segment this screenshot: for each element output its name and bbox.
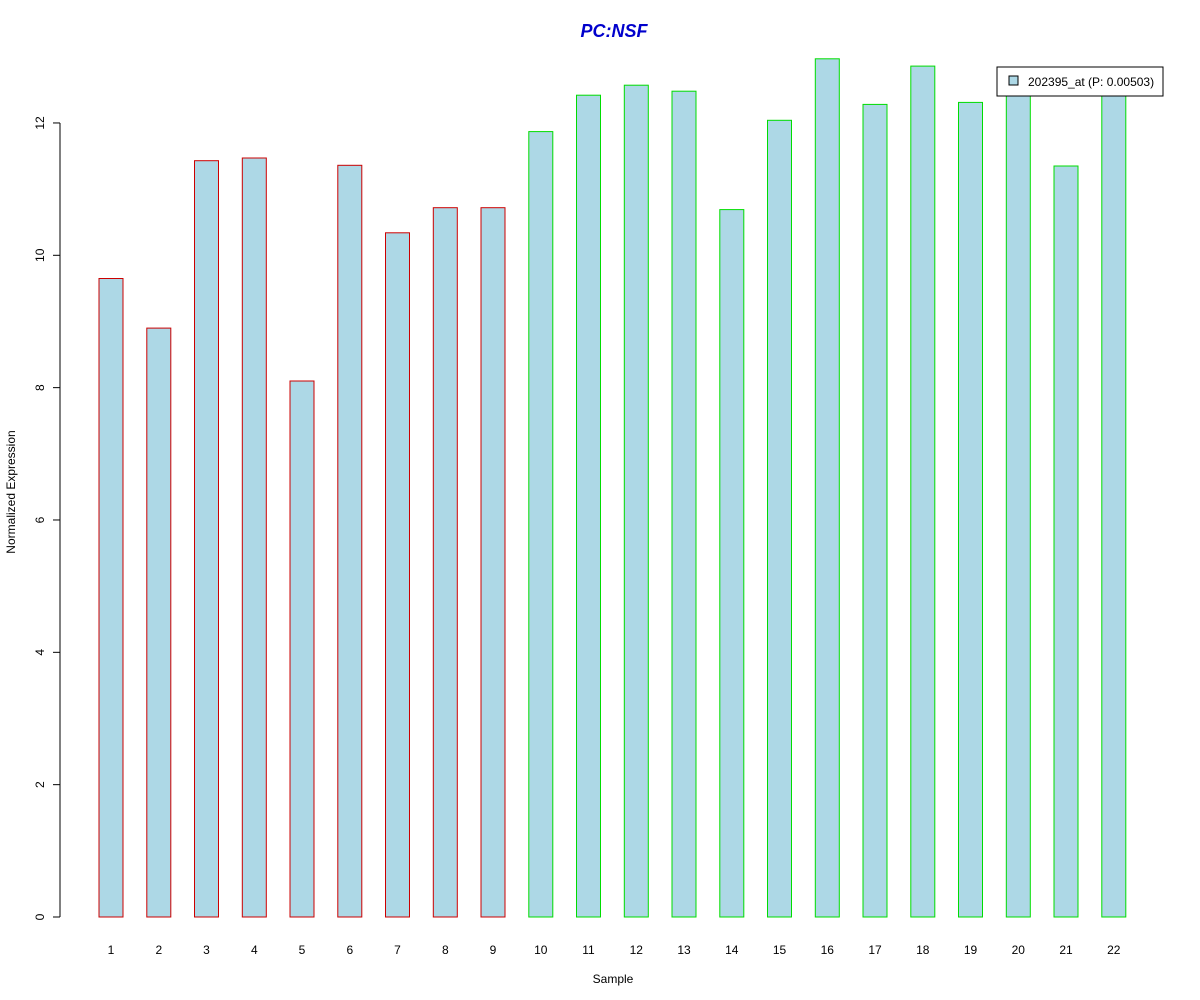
y-axis-label: Normalized Expression: [4, 430, 18, 553]
chart-title: PC:NSF: [581, 21, 649, 41]
y-tick-label: 8: [33, 384, 47, 391]
legend: 202395_at (P: 0.00503): [996, 66, 1164, 97]
x-tick-label: 21: [1059, 943, 1073, 957]
x-tick-labels: 1 2 3 4 5 6 7 8 9 10 11 12 13 14 15 16 17 18 19 20 21 22: [108, 943, 1121, 957]
x-tick-label: 18: [916, 943, 930, 957]
x-tick-label: 17: [868, 943, 882, 957]
x-tick-label: 8: [442, 943, 449, 957]
x-tick-label: 10: [534, 943, 548, 957]
x-axis-label: Sample: [593, 972, 634, 986]
bars-group: [98, 58, 1127, 918]
x-tick-label: 20: [1012, 943, 1026, 957]
x-tick-label: 12: [630, 943, 644, 957]
bar-sample-21: [1053, 165, 1079, 918]
bar-sample-8: [432, 207, 458, 918]
x-tick-label: 6: [346, 943, 353, 957]
legend-label: 202395_at (P: 0.00503): [1028, 75, 1154, 89]
bar-sample-6: [337, 164, 363, 918]
x-tick-label: 7: [394, 943, 401, 957]
bar-sample-14: [719, 209, 745, 918]
bar-sample-9: [480, 207, 506, 918]
bar-sample-2: [146, 327, 172, 918]
x-tick-label: 9: [490, 943, 497, 957]
bar-sample-12: [623, 84, 649, 918]
bar-sample-5: [289, 380, 315, 918]
x-tick-label: 4: [251, 943, 258, 957]
x-tick-label: 13: [677, 943, 691, 957]
y-tick-label: 6: [33, 516, 47, 523]
bar-sample-19: [958, 101, 983, 918]
y-tick-label: 0: [33, 913, 47, 920]
bar-sample-17: [862, 103, 888, 918]
legend-box: [996, 66, 1164, 97]
bar-sample-22: [1101, 88, 1127, 918]
bar-sample-20: [1005, 88, 1031, 918]
legend-swatch: [1008, 75, 1019, 86]
bar-sample-10: [528, 131, 554, 918]
y-axis: 0 2 4 6 8 10 12: [33, 116, 61, 920]
x-tick-label: 2: [155, 943, 162, 957]
bar-sample-16: [814, 58, 840, 918]
bar-sample-11: [576, 94, 601, 918]
bar-sample-3: [194, 160, 219, 918]
bar-sample-13: [671, 90, 697, 918]
bar-sample-4: [241, 157, 267, 918]
y-tick-label: 2: [33, 781, 47, 788]
x-tick-label: 16: [821, 943, 835, 957]
y-tick-label: 12: [33, 116, 47, 130]
x-tick-label: 5: [299, 943, 306, 957]
bar-sample-1: [98, 278, 124, 918]
y-tick-label: 4: [33, 649, 47, 656]
bar-sample-7: [385, 232, 410, 918]
y-tick-label: 10: [33, 248, 47, 262]
x-tick-label: 15: [773, 943, 787, 957]
x-tick-label: 14: [725, 943, 739, 957]
x-tick-label: 19: [964, 943, 978, 957]
x-tick-label: 1: [108, 943, 115, 957]
bar-sample-15: [767, 119, 792, 918]
x-tick-label: 3: [203, 943, 210, 957]
x-tick-label: 22: [1107, 943, 1121, 957]
x-tick-label: 11: [582, 943, 595, 957]
bar-sample-18: [910, 65, 936, 918]
